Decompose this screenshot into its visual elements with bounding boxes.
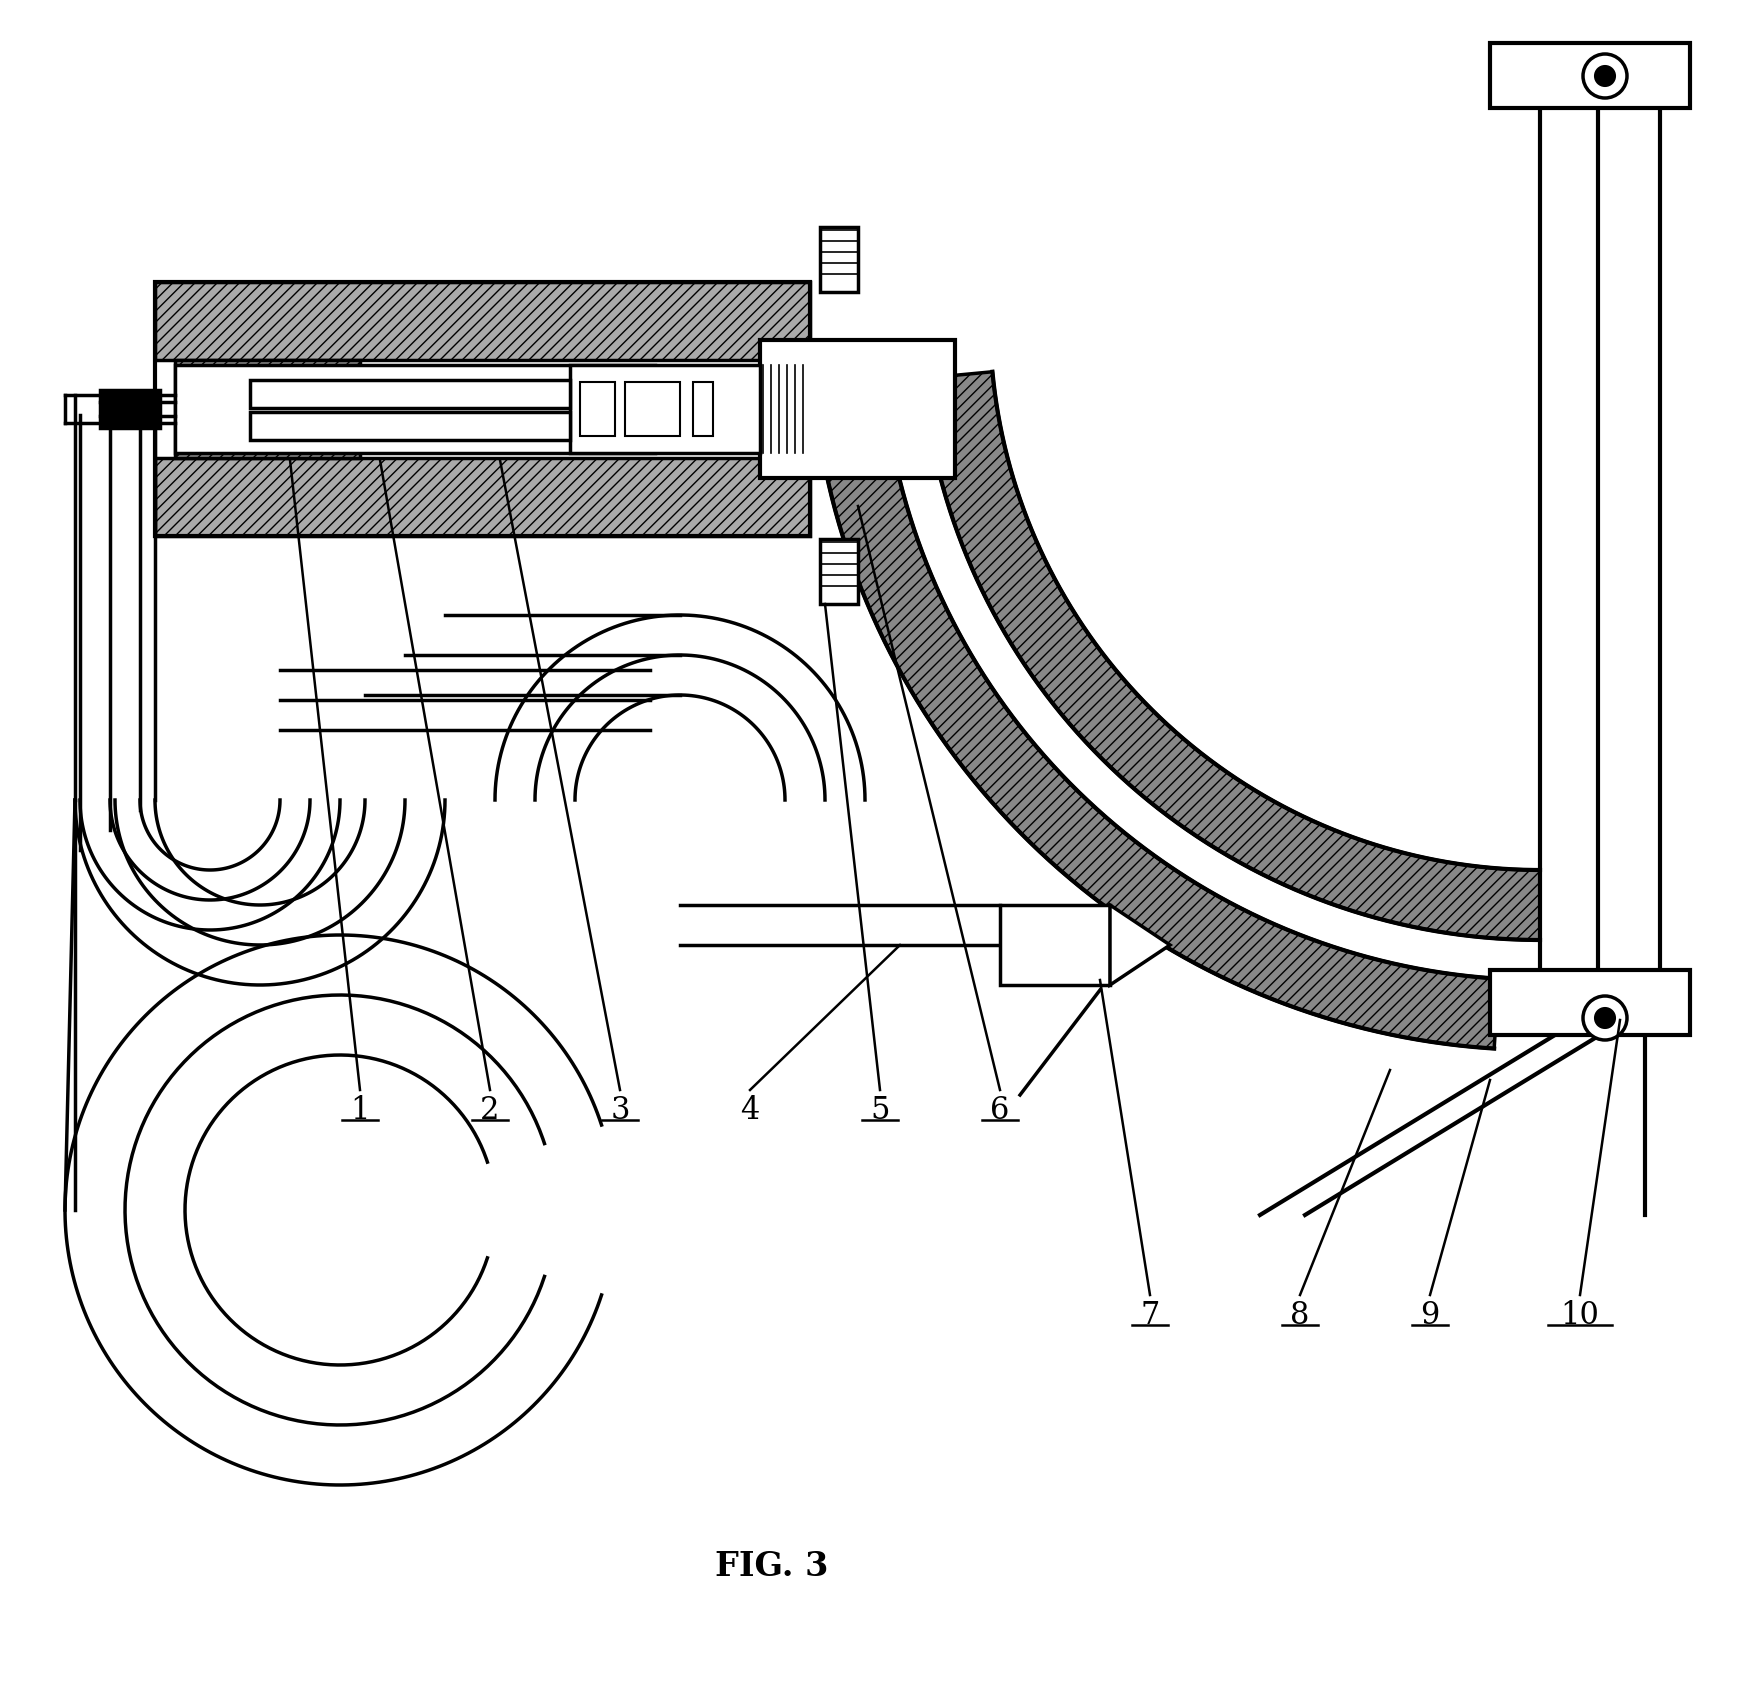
Bar [1000,905,1110,986]
Text: 9: 9 [1420,1300,1440,1330]
Polygon shape [813,382,1499,1048]
Polygon shape [923,372,1541,940]
Bar [155,458,810,537]
Circle shape [1583,54,1626,98]
Bar [250,380,571,409]
Polygon shape [1110,905,1169,986]
Bar [174,365,654,452]
Text: 10: 10 [1560,1300,1600,1330]
Bar [820,538,859,604]
Bar [571,365,761,452]
Text: 3: 3 [611,1095,630,1125]
Text: 2: 2 [480,1095,499,1125]
Text: 6: 6 [991,1095,1010,1125]
Bar [1490,971,1689,1034]
Circle shape [1595,66,1616,86]
Bar [579,382,614,436]
Text: 5: 5 [871,1095,890,1125]
Text: 4: 4 [740,1095,759,1125]
Text: 7: 7 [1139,1300,1160,1330]
Bar [174,360,359,458]
Circle shape [1583,996,1626,1039]
Bar [250,412,571,441]
Bar [820,227,859,293]
Bar [1490,44,1689,108]
Bar [761,340,955,478]
Bar [155,283,810,360]
Bar [99,390,161,427]
Text: FIG. 3: FIG. 3 [715,1551,829,1583]
Text: 8: 8 [1290,1300,1310,1330]
Text: 1: 1 [351,1095,370,1125]
Bar [693,382,714,436]
Circle shape [1595,1008,1616,1028]
Bar [625,382,681,436]
Bar [155,283,810,537]
